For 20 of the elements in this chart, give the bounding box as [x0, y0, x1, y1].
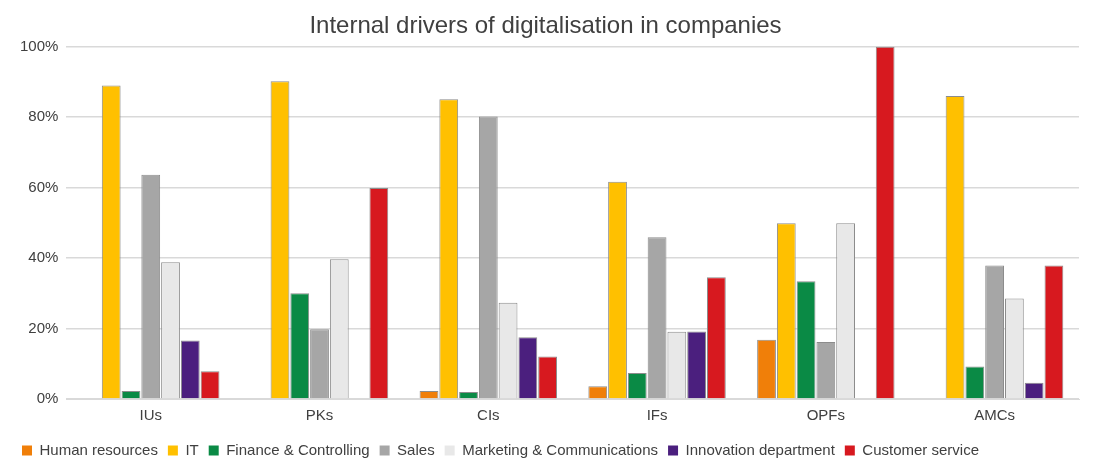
x-tick-label: IUs: [139, 406, 162, 424]
legend-label: Customer service: [862, 440, 980, 458]
x-tick-label: PKs: [305, 406, 334, 424]
legend-label: Marketing & Communications: [462, 440, 659, 458]
legend-label: Finance & Controlling: [226, 440, 370, 458]
x-tick-label: AMCs: [974, 406, 1016, 424]
y-tick-label: 60%: [28, 177, 59, 195]
y-tick-label: 40%: [28, 248, 59, 266]
x-tick-label: IFs: [646, 406, 668, 424]
legend-label: IT: [185, 440, 199, 458]
y-tick-label: 20%: [28, 318, 59, 336]
legend-label: Human resources: [39, 440, 158, 458]
y-tick-label: 0%: [36, 389, 59, 407]
y-tick-label: 80%: [28, 107, 59, 125]
y-tick-label: 100%: [19, 36, 59, 54]
legend-label: Sales: [397, 440, 435, 458]
chart-title: Internal drivers of digitalisation in companies: [309, 11, 782, 39]
legend-label: Innovation department: [685, 440, 836, 458]
x-tick-label: CIs: [477, 406, 500, 424]
x-tick-label: OPFs: [806, 406, 846, 424]
